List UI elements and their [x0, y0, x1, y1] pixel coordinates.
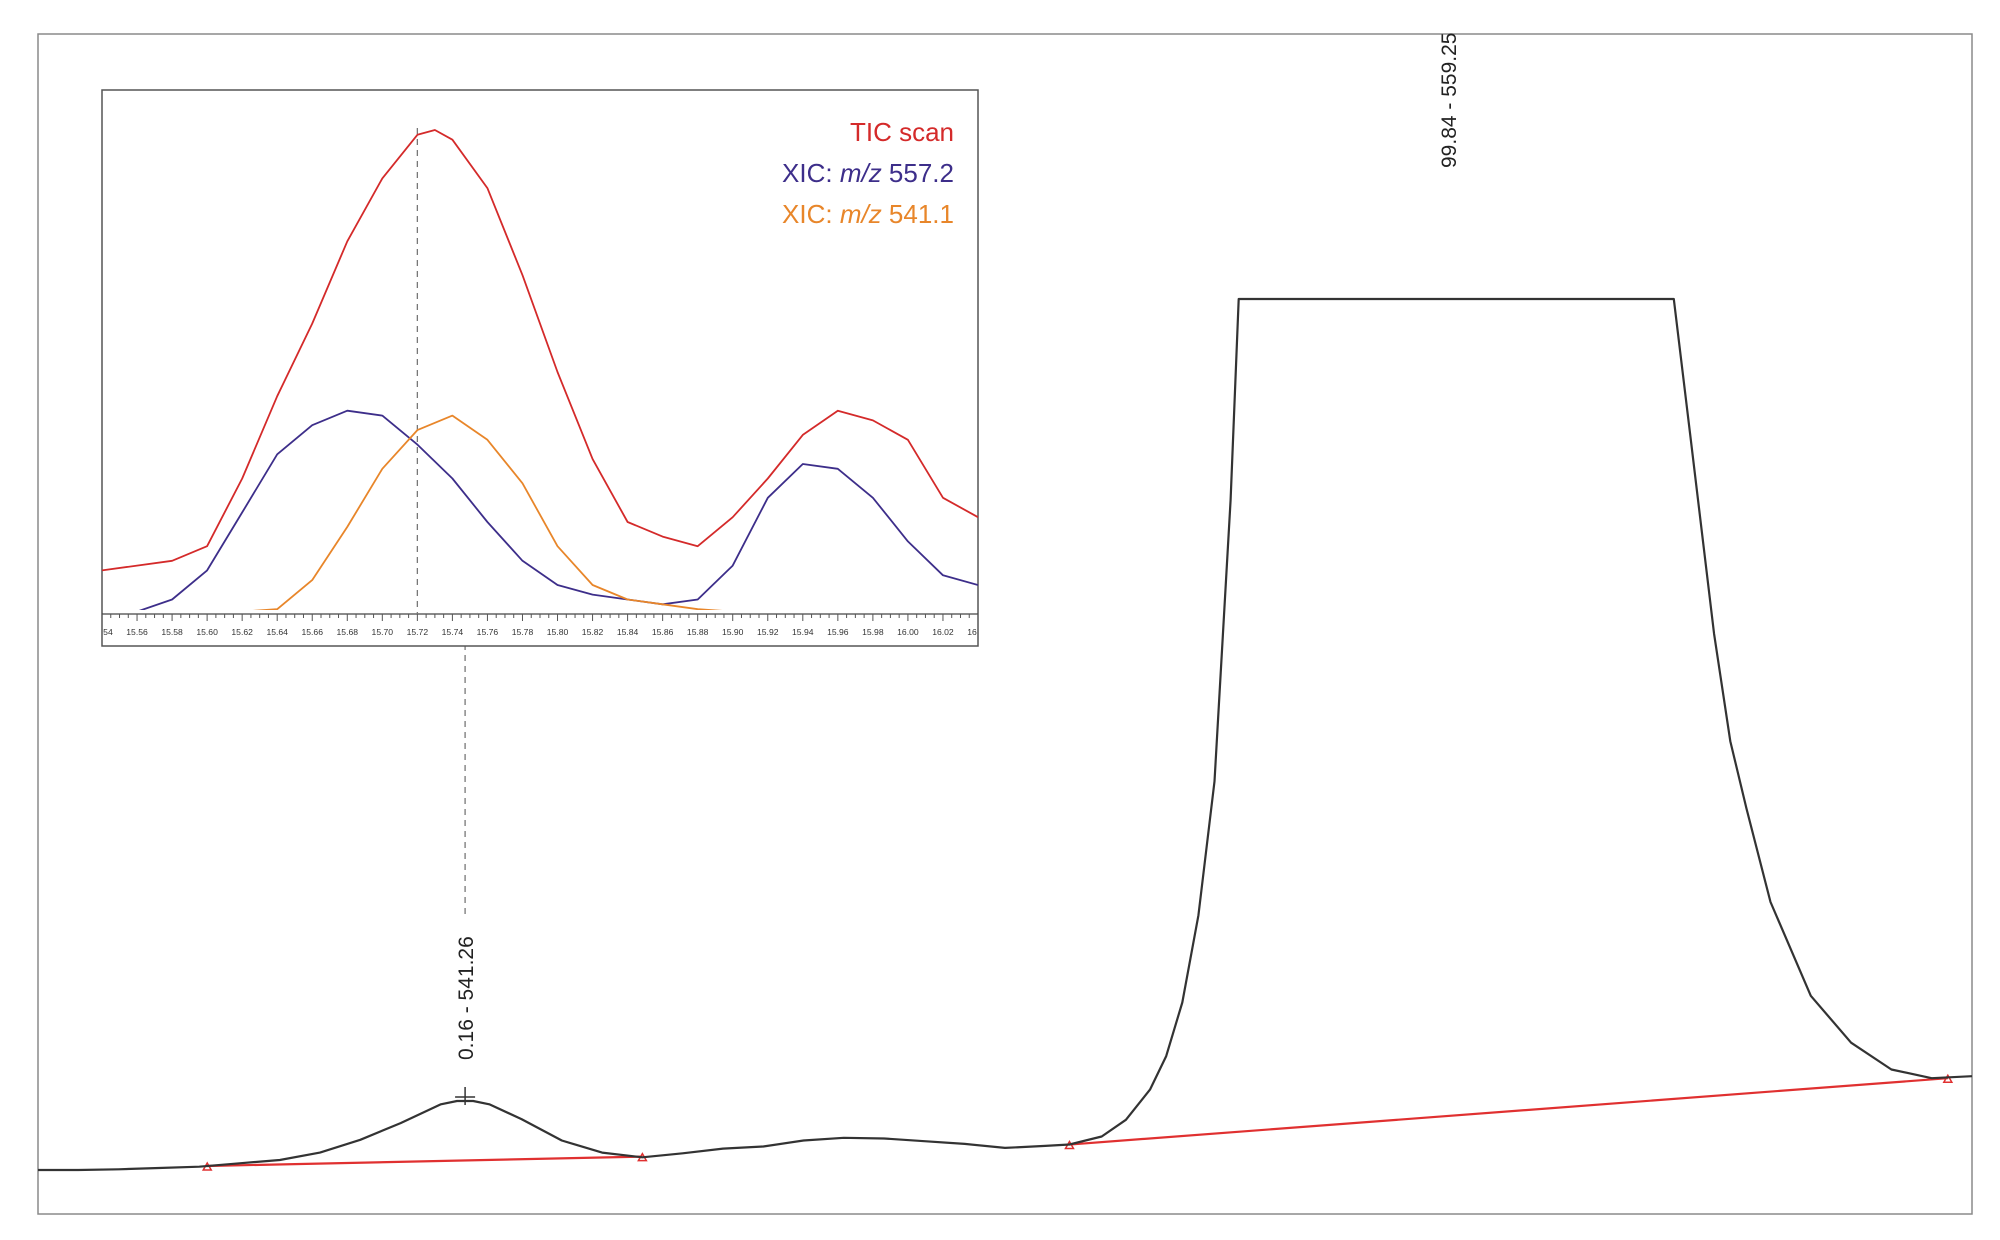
inset-tick-label: 16.00: [897, 627, 919, 637]
inset-tick-label: 15.58: [161, 627, 183, 637]
inset-tick-label: 15.96: [827, 627, 849, 637]
inset-tick-label: 15.64: [266, 627, 288, 637]
inset-tick-label: 15.56: [126, 627, 148, 637]
inset-tick-label: 15.94: [792, 627, 814, 637]
inset-tick-label: 15.76: [477, 627, 499, 637]
inset-tick-label: 15.86: [652, 627, 674, 637]
main-plot-frame: [37, 33, 1973, 1215]
legend-entry-1: TIC scan: [850, 117, 954, 147]
inset-series-2-trace: [138, 409, 978, 610]
inset-tick-label: 15.88: [687, 627, 709, 637]
inset-series-3-trace: [252, 414, 723, 610]
inset-plot: 15.54 15.56 15.58 15.60 15.62 15.64 15.66 15.68…: [91, 89, 989, 647]
legend-entry-3: XIC: m/z 541.1: [782, 199, 954, 229]
inset-tick-label: 16.04: [967, 627, 989, 637]
inset-tick-label: 15.68: [337, 627, 359, 637]
baseline-marker: [1942, 1073, 1954, 1083]
inset-tick-label: 15.80: [547, 627, 569, 637]
inset-tick-label: 15.90: [722, 627, 744, 637]
inset-tick-label: 15.66: [301, 627, 323, 637]
inset-frame: [101, 89, 979, 647]
inset-tick-label: 15.74: [442, 627, 464, 637]
inset-tick-label: 16.02: [932, 627, 954, 637]
legend-entry-2: XIC: m/z 557.2: [782, 158, 954, 188]
inset-series-1-trace: [102, 129, 978, 572]
inset-tick-label: 15.54: [91, 627, 113, 637]
main-chromatogram-plot: 0.16 - 541.26 99.84 - 559.25: [37, 33, 1973, 1215]
baseline-2: [1069, 1077, 1948, 1146]
inset-tick-label: 15.82: [582, 627, 604, 637]
inset-tick-label: 15.72: [407, 627, 429, 637]
inset-tick-label: 15.78: [512, 627, 534, 637]
peak-label-1: 0.16 - 541.26: [455, 936, 478, 1060]
inset-tick-label: 15.70: [372, 627, 394, 637]
inset-tick-label: 15.92: [757, 627, 779, 637]
peak-label-2: 99.84 - 559.25: [1438, 33, 1461, 168]
inset-tick-label: 15.98: [862, 627, 884, 637]
inset-tick-label: 15.84: [617, 627, 639, 637]
inset-tick-label: 15.62: [231, 627, 253, 637]
main-series-trace: [38, 297, 1972, 1172]
inset-tick-label: 15.60: [196, 627, 218, 637]
baseline-1: [207, 1155, 643, 1168]
